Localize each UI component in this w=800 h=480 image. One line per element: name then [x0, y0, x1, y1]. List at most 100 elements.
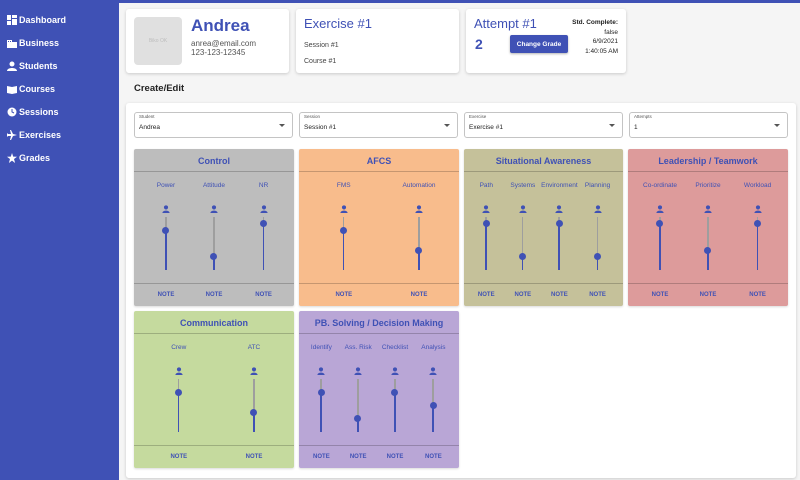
student-select[interactable]: Student Andrea — [134, 112, 293, 138]
skill-slider[interactable] — [340, 217, 348, 270]
person-icon[interactable] — [555, 200, 563, 213]
exercise-session: Session #1 — [304, 42, 339, 49]
person-icon[interactable] — [340, 200, 348, 213]
attempt-status: Std. Complete: false 6/9/2021 1:40:05 AM — [558, 18, 618, 56]
nav-item-business[interactable]: Business — [0, 31, 119, 54]
chevron-down-icon — [279, 124, 285, 127]
person-icon[interactable] — [317, 362, 325, 375]
exercise-select[interactable]: Exercise Exercise #1 — [464, 112, 623, 138]
person-icon[interactable] — [593, 200, 602, 213]
note-button[interactable]: NOTE — [386, 454, 404, 460]
person-icon[interactable] — [519, 200, 527, 213]
slider-fill — [558, 223, 560, 270]
slider-thumb[interactable] — [354, 415, 362, 423]
slider-thumb[interactable] — [162, 226, 170, 234]
category-divider — [134, 333, 294, 334]
note-button[interactable]: NOTE — [255, 292, 272, 298]
skill-label: ATC — [247, 344, 261, 351]
note-button[interactable]: NOTE — [205, 292, 223, 298]
person-icon[interactable] — [175, 362, 183, 375]
skill-slider[interactable] — [704, 217, 712, 270]
skill-slider[interactable] — [519, 217, 527, 270]
person-icon[interactable] — [656, 200, 664, 213]
person-icon[interactable] — [259, 200, 268, 213]
note-button[interactable]: NOTE — [313, 454, 330, 460]
skill-slider[interactable] — [656, 217, 664, 270]
attempts-select[interactable]: Attempts 1 — [629, 112, 788, 138]
skill-slider[interactable] — [753, 217, 761, 270]
skill-slider[interactable] — [429, 379, 437, 432]
slider-thumb[interactable] — [482, 220, 490, 228]
slider-thumb[interactable] — [429, 402, 437, 409]
person-icon[interactable] — [482, 200, 490, 213]
note-button[interactable]: NOTE — [551, 292, 568, 298]
skill-label: Co-ordinate — [643, 182, 677, 189]
note-button[interactable]: NOTE — [425, 454, 442, 460]
note-button[interactable]: NOTE — [410, 292, 428, 298]
slider-thumb[interactable] — [210, 253, 218, 261]
nav-label: Students — [19, 60, 58, 71]
person-icon[interactable] — [354, 362, 362, 375]
nav-item-grades[interactable]: Grades — [0, 146, 119, 169]
note-button[interactable]: NOTE — [749, 292, 766, 298]
skill-slider[interactable] — [415, 217, 423, 270]
skill-column: Co-ordinate NOTE — [642, 149, 678, 306]
slider-thumb[interactable] — [704, 246, 712, 254]
person-icon[interactable] — [753, 200, 762, 213]
nav-item-students[interactable]: Students — [0, 54, 119, 77]
note-button[interactable]: NOTE — [699, 292, 717, 298]
skill-slider[interactable] — [317, 379, 325, 432]
skill-slider[interactable] — [162, 217, 170, 270]
nav-item-dashboard[interactable]: Dashboard — [0, 8, 119, 31]
slider-thumb[interactable] — [656, 220, 664, 228]
person-icon[interactable] — [250, 362, 258, 375]
note-button[interactable]: NOTE — [335, 292, 353, 298]
slider-thumb[interactable] — [259, 220, 267, 228]
skill-slider[interactable] — [593, 217, 601, 270]
note-button[interactable]: NOTE — [514, 292, 532, 298]
note-button[interactable]: NOTE — [589, 292, 606, 298]
skill-column: Identify NOTE — [303, 311, 339, 468]
skill-slider[interactable] — [391, 379, 399, 432]
slider-thumb[interactable] — [391, 388, 399, 396]
skill-slider[interactable] — [210, 217, 218, 270]
slider-thumb[interactable] — [317, 388, 325, 396]
slider-thumb[interactable] — [555, 220, 563, 228]
category-footer-divider — [464, 283, 623, 284]
person-icon[interactable] — [415, 200, 423, 213]
nav-item-courses[interactable]: Courses — [0, 77, 119, 100]
skill-slider[interactable] — [259, 217, 267, 270]
slider-thumb[interactable] — [415, 246, 423, 254]
slider-thumb[interactable] — [250, 408, 258, 416]
session-select[interactable]: Session Session #1 — [299, 112, 458, 138]
skill-slider[interactable] — [354, 379, 362, 432]
skill-column: Workload NOTE — [740, 149, 776, 306]
skill-slider[interactable] — [250, 379, 258, 432]
person-icon[interactable] — [429, 362, 437, 375]
person-icon[interactable] — [162, 200, 170, 213]
attempt-title: Attempt #1 — [474, 16, 537, 31]
slider-thumb[interactable] — [593, 253, 601, 261]
person-icon[interactable] — [704, 200, 712, 213]
skill-slider[interactable] — [175, 379, 183, 432]
change-grade-button[interactable]: Change Grade — [510, 35, 568, 53]
dashboard-icon — [7, 14, 17, 25]
slider-thumb[interactable] — [519, 253, 527, 261]
note-button[interactable]: NOTE — [477, 292, 495, 298]
skill-slider[interactable] — [555, 217, 563, 270]
person-icon[interactable] — [391, 362, 399, 375]
slider-thumb[interactable] — [753, 220, 761, 228]
skill-label: Attitude — [202, 182, 226, 189]
slider-thumb[interactable] — [340, 226, 348, 234]
nav-item-exercises[interactable]: Exercises — [0, 123, 119, 146]
skill-slider[interactable] — [482, 217, 490, 270]
note-button[interactable]: NOTE — [349, 454, 367, 460]
note-button[interactable]: NOTE — [157, 292, 175, 298]
note-button[interactable]: NOTE — [245, 454, 263, 460]
note-button[interactable]: NOTE — [170, 454, 188, 460]
slider-thumb[interactable] — [175, 388, 183, 396]
nav-label: Grades — [19, 152, 51, 163]
nav-item-sessions[interactable]: Sessions — [0, 100, 119, 123]
person-icon[interactable] — [210, 200, 218, 213]
note-button[interactable]: NOTE — [651, 292, 669, 298]
